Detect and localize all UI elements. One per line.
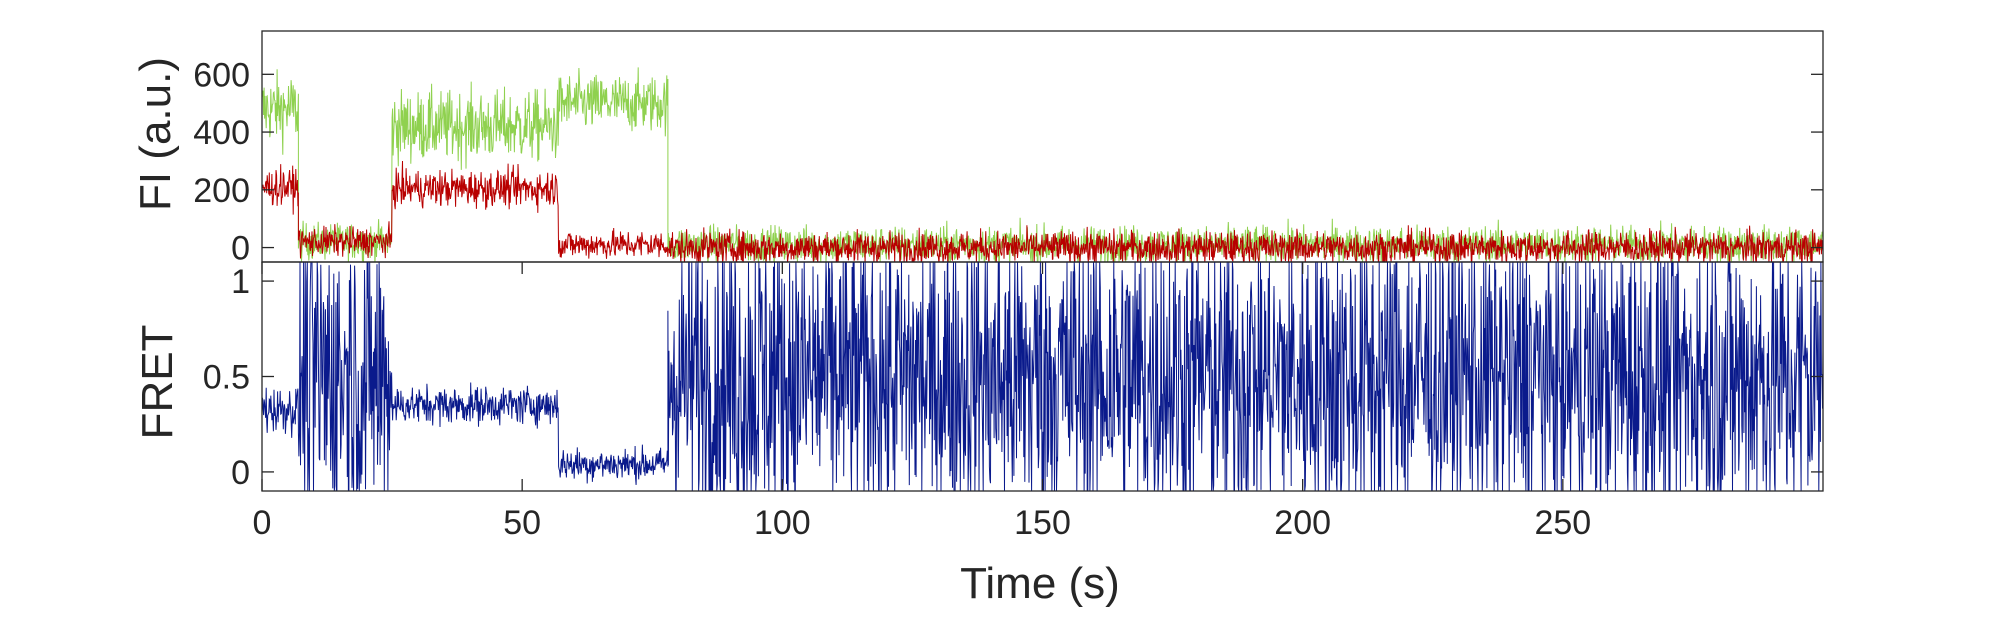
fluorescence-panel: 0 200 400 600 xyxy=(193,30,1824,268)
x-tick-label: 200 xyxy=(1274,504,1331,542)
trace-series-1 xyxy=(262,160,1823,262)
y-tick-label: 600 xyxy=(193,56,250,94)
xlabel: Time (s) xyxy=(960,559,1120,608)
x-tick-label: 250 xyxy=(1534,504,1591,542)
y-tick-label: 200 xyxy=(193,172,250,210)
y-tick-label: 0 xyxy=(231,230,250,268)
y-tick-label: 400 xyxy=(193,114,250,152)
y-tick-label: 0 xyxy=(231,454,250,492)
x-tick-label: 100 xyxy=(754,504,811,542)
trace-series-0 xyxy=(262,262,1823,491)
fret-panel: 0 0.5 1 0 50 100 150 200 250 xyxy=(203,261,1824,542)
x-tick-label: 50 xyxy=(503,504,541,542)
y-tick-label: 1 xyxy=(231,263,250,301)
bottom-ylabel: FRET xyxy=(133,325,182,440)
top-ylabel: FI (a.u.) xyxy=(131,57,180,211)
x-tick-label: 150 xyxy=(1014,504,1071,542)
y-tick-label: 0.5 xyxy=(203,359,250,397)
axes-frame xyxy=(261,30,1824,263)
x-tick-label: 0 xyxy=(253,504,272,542)
